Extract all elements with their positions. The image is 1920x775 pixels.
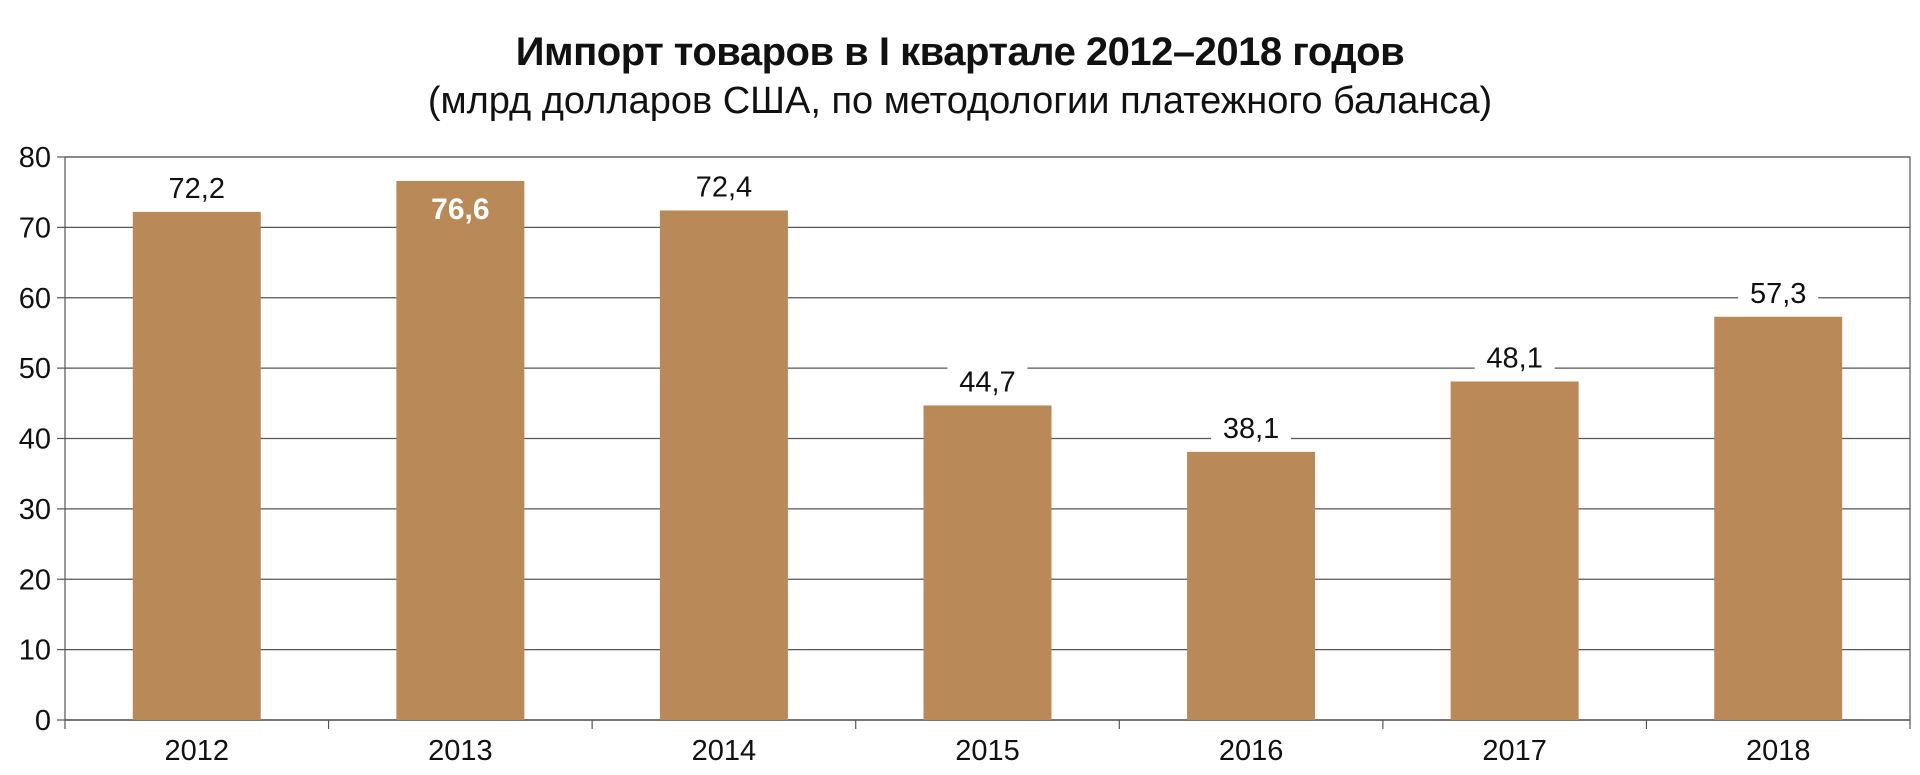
x-tick-label: 2018 <box>1746 735 1811 767</box>
y-tick-label: 50 <box>19 353 51 385</box>
y-tick-label: 60 <box>19 283 51 315</box>
x-tick-label: 2015 <box>955 735 1020 767</box>
bar <box>1714 316 1843 720</box>
data-label: 48,1 <box>1486 342 1542 374</box>
data-label-bg <box>156 170 237 203</box>
y-tick-label: 20 <box>19 564 51 596</box>
data-label: 57,3 <box>1750 278 1806 310</box>
data-label-bg <box>1738 275 1819 308</box>
data-label: 44,7 <box>959 366 1015 398</box>
data-label: 72,4 <box>696 171 752 203</box>
data-label-bg <box>1211 410 1292 443</box>
y-tick-label: 70 <box>19 212 51 244</box>
x-tick-label: 2013 <box>428 735 493 767</box>
bar <box>1187 451 1316 720</box>
y-tick-label: 30 <box>19 494 51 526</box>
y-tick-label: 0 <box>35 705 51 737</box>
y-tick-label: 40 <box>19 424 51 456</box>
y-tick-label: 80 <box>19 142 51 174</box>
chart-title: Импорт товаров в I квартале 2012–2018 го… <box>515 30 1405 74</box>
x-tick-label: 2017 <box>1482 735 1547 767</box>
data-label-bg <box>1474 340 1555 373</box>
x-tick-label: 2012 <box>165 735 230 767</box>
x-tick-label: 2014 <box>692 735 757 767</box>
chart-subtitle: (млрд долларов США, по методологии плате… <box>427 80 1493 122</box>
bar <box>396 180 525 721</box>
data-label-bg <box>683 169 764 202</box>
data-label: 76,6 <box>431 193 489 226</box>
data-label-bg <box>947 364 1028 397</box>
bar <box>659 210 788 721</box>
bar <box>132 211 261 720</box>
y-tick-label: 10 <box>19 635 51 667</box>
x-tick-label: 2016 <box>1219 735 1284 767</box>
data-label: 38,1 <box>1223 413 1279 445</box>
bar <box>923 405 1052 720</box>
data-label: 72,2 <box>169 173 225 205</box>
bar <box>1450 381 1579 720</box>
